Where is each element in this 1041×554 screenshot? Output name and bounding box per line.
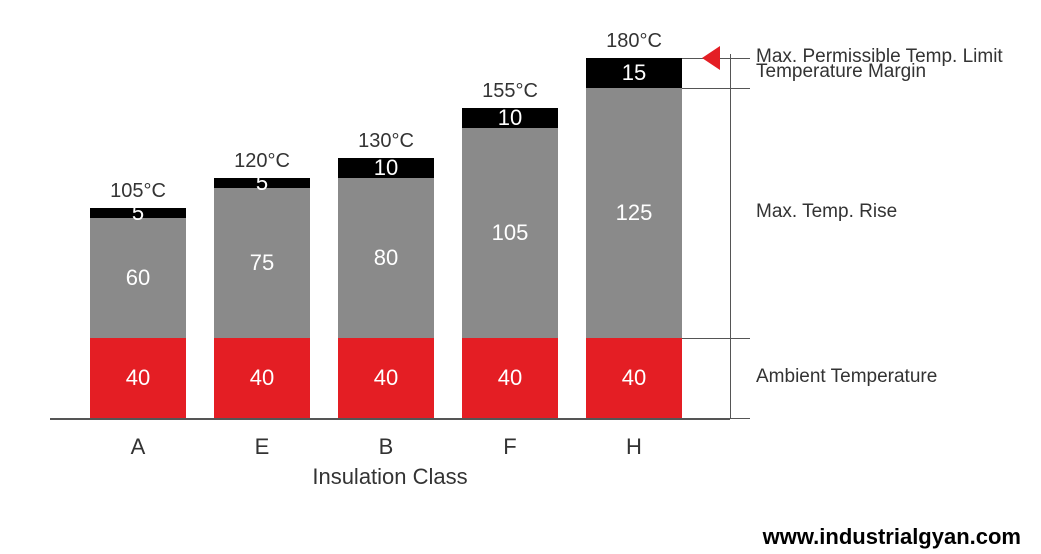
- bar-h: 4012515180°C: [586, 58, 682, 418]
- seg-rise: 105: [462, 128, 558, 338]
- seg-ambient: 40: [214, 338, 310, 418]
- chart-container: Insulation Class 40605105°CA40755120°CE4…: [50, 20, 990, 500]
- category-label: E: [214, 434, 310, 460]
- bar-top-label: 180°C: [586, 30, 682, 53]
- x-axis-baseline: [50, 418, 730, 420]
- bar-top-label: 155°C: [462, 80, 558, 103]
- bar-f: 4010510155°C: [462, 108, 558, 418]
- category-label: H: [586, 434, 682, 460]
- x-axis-title: Insulation Class: [50, 464, 730, 490]
- legend-area: Ambient TemperatureMax. Temp. RiseTemper…: [750, 20, 1010, 460]
- bar-top-label: 120°C: [214, 150, 310, 173]
- legend-label-ambient: Ambient Temperature: [756, 366, 937, 388]
- guide-line: [682, 418, 730, 419]
- seg-ambient: 40: [338, 338, 434, 418]
- seg-margin: 5: [90, 208, 186, 218]
- legend-vline: [730, 54, 731, 418]
- max-limit-pointer-icon: [702, 46, 720, 70]
- legend-label-peak: Max. Permissible Temp. Limit: [756, 46, 1003, 68]
- seg-ambient: 40: [90, 338, 186, 418]
- guide-line: [682, 88, 730, 89]
- seg-ambient: 40: [586, 338, 682, 418]
- bar-top-label: 130°C: [338, 130, 434, 153]
- seg-margin: 5: [214, 178, 310, 188]
- bar-top-label: 105°C: [90, 180, 186, 203]
- category-label: A: [90, 434, 186, 460]
- seg-rise: 80: [338, 178, 434, 338]
- seg-ambient: 40: [462, 338, 558, 418]
- seg-margin: 10: [462, 108, 558, 128]
- seg-margin: 15: [586, 58, 682, 88]
- legend-label-rise: Max. Temp. Rise: [756, 201, 897, 223]
- plot-area: Insulation Class 40605105°CA40755120°CE4…: [50, 20, 730, 460]
- category-label: B: [338, 434, 434, 460]
- guide-line: [682, 338, 730, 339]
- seg-margin: 10: [338, 158, 434, 178]
- seg-rise: 75: [214, 188, 310, 338]
- bar-a: 40605105°C: [90, 208, 186, 418]
- seg-rise: 60: [90, 218, 186, 338]
- source-watermark: www.industrialgyan.com: [763, 524, 1021, 550]
- bar-e: 40755120°C: [214, 178, 310, 418]
- category-label: F: [462, 434, 558, 460]
- bar-b: 408010130°C: [338, 158, 434, 418]
- seg-rise: 125: [586, 88, 682, 338]
